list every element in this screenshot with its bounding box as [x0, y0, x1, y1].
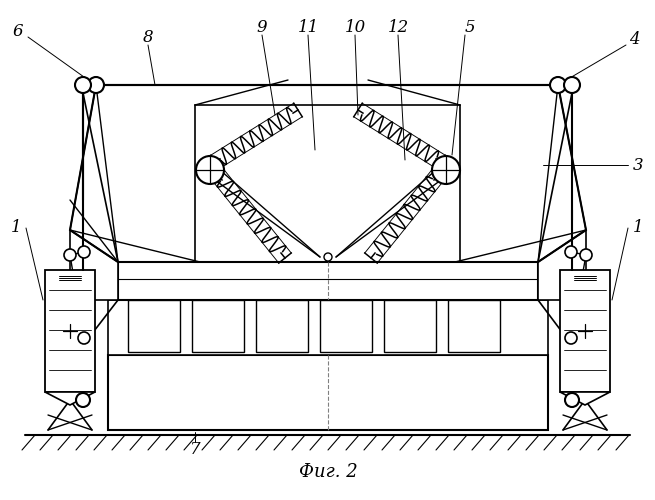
Text: 3: 3	[633, 156, 643, 174]
Circle shape	[75, 77, 91, 93]
Text: 4: 4	[629, 32, 639, 48]
Polygon shape	[538, 230, 586, 300]
Bar	[45, 270, 95, 392]
Text: 1: 1	[633, 220, 643, 236]
Bar	[108, 355, 548, 430]
Text: 1: 1	[10, 220, 22, 236]
Text: 8: 8	[143, 30, 153, 46]
Text: 9: 9	[257, 18, 267, 36]
Circle shape	[78, 332, 90, 344]
Polygon shape	[70, 230, 118, 300]
Circle shape	[64, 249, 76, 261]
Text: 7: 7	[190, 442, 200, 458]
Text: 11: 11	[297, 18, 318, 36]
Circle shape	[565, 393, 579, 407]
Circle shape	[196, 156, 224, 184]
Text: 10: 10	[345, 18, 365, 36]
Circle shape	[565, 332, 577, 344]
Bar	[560, 270, 610, 392]
Text: 12: 12	[387, 18, 409, 36]
Bar	[192, 300, 244, 352]
Bar	[256, 300, 308, 352]
Polygon shape	[45, 392, 95, 405]
Circle shape	[550, 77, 566, 93]
Circle shape	[76, 393, 90, 407]
Bar	[448, 300, 500, 352]
Polygon shape	[560, 392, 610, 405]
Bar	[320, 300, 372, 352]
Bar	[384, 300, 436, 352]
Circle shape	[88, 77, 104, 93]
Text: 6: 6	[12, 24, 24, 40]
Circle shape	[432, 156, 460, 184]
Circle shape	[324, 253, 332, 261]
Circle shape	[78, 246, 90, 258]
Text: 5: 5	[464, 18, 476, 36]
Bar	[118, 262, 538, 300]
Text: Фиг. 2: Фиг. 2	[299, 463, 358, 481]
Circle shape	[564, 77, 580, 93]
Bar	[128, 300, 180, 352]
Circle shape	[580, 249, 592, 261]
Circle shape	[565, 246, 577, 258]
Bar	[108, 300, 548, 355]
